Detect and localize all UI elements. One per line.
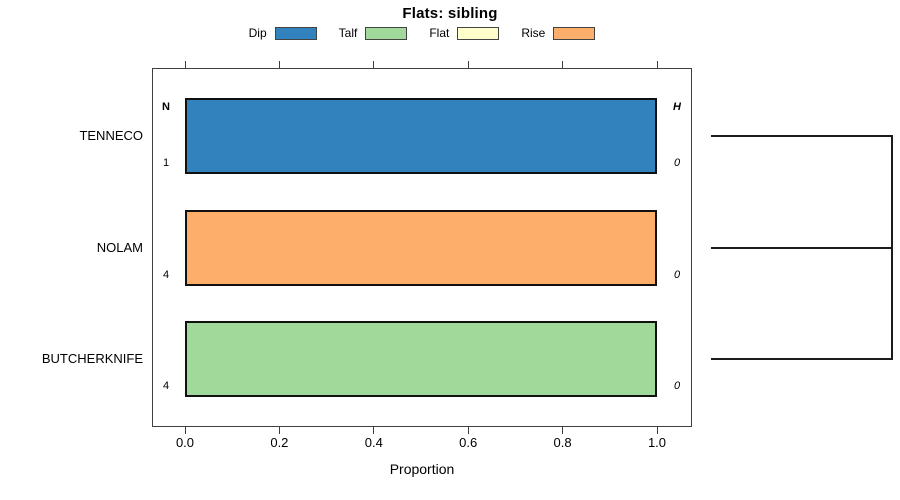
- bar-segment-talf: [185, 321, 657, 397]
- dendrogram-branch-line: [711, 135, 892, 137]
- h-value: 0: [673, 268, 681, 281]
- x-axis-tick-label: 0.8: [553, 435, 572, 450]
- legend-color-swatch: [365, 26, 408, 40]
- legend-item-label: Dip: [248, 26, 267, 40]
- legend-item-rise: Rise: [521, 26, 596, 40]
- x-axis-tick-label: 0.0: [175, 435, 195, 450]
- x-axis-tick-top: [467, 61, 469, 68]
- y-category-label: BUTCHERKNIFE: [41, 351, 143, 366]
- plot-area-border: [152, 68, 692, 427]
- dendrogram-branch-line: [711, 246, 892, 249]
- dendrogram-join-line: [891, 135, 893, 360]
- legend-item-talf: Talf: [339, 26, 408, 40]
- h-value: 0: [673, 157, 681, 169]
- x-axis-tick-bottom: [656, 427, 658, 434]
- legend-item-label: Flat: [429, 26, 450, 40]
- h-column-header: H: [673, 101, 681, 113]
- x-axis-tick-top: [656, 61, 658, 68]
- x-axis-tick-bottom: [184, 427, 186, 434]
- legend: Dip Talf Flat Rise: [152, 24, 692, 42]
- x-axis-tick-bottom: [373, 427, 375, 434]
- x-axis-label: Proportion: [389, 461, 455, 477]
- chart-title: Flats: sibling: [402, 5, 498, 22]
- y-category-label: NOLAM: [96, 239, 143, 255]
- x-axis-tick-bottom: [278, 427, 280, 434]
- x-axis-tick-label: 0.4: [364, 435, 383, 450]
- n-value: 1: [162, 157, 170, 169]
- x-axis-tick-label: 1.0: [647, 435, 667, 450]
- x-axis-tick-label: 0.6: [459, 435, 478, 450]
- x-axis-tick-label: 0.2: [270, 435, 289, 450]
- legend-item-label: Rise: [521, 26, 546, 40]
- n-column-header: N: [162, 101, 170, 113]
- dendrogram-branch-line: [711, 358, 892, 360]
- legend-item-flat: Flat: [429, 26, 500, 40]
- x-axis-tick-top: [184, 61, 186, 68]
- x-axis-tick-top: [562, 61, 564, 68]
- legend-color-swatch: [553, 26, 596, 40]
- bar-segment-dip: [185, 98, 657, 174]
- x-axis-tick-bottom: [562, 427, 564, 434]
- n-value: 4: [162, 268, 170, 281]
- legend-color-swatch: [274, 26, 317, 40]
- x-axis-tick-top: [278, 61, 280, 68]
- bar-segment-rise: [185, 209, 657, 286]
- x-axis-tick-bottom: [467, 427, 469, 434]
- h-value: 0: [673, 380, 681, 392]
- n-value: 4: [162, 380, 170, 392]
- legend-item-dip: Dip: [249, 26, 317, 40]
- legend-color-swatch: [457, 26, 500, 40]
- y-category-label: TENNECO: [79, 128, 143, 143]
- legend-item-label: Talf: [338, 26, 358, 40]
- x-axis-tick-top: [373, 61, 375, 68]
